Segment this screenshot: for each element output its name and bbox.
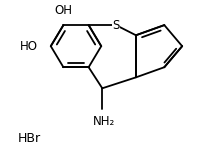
Text: S: S (112, 19, 120, 32)
Text: OH: OH (54, 4, 72, 16)
Text: HBr: HBr (18, 132, 41, 145)
Text: NH₂: NH₂ (93, 115, 115, 128)
Text: HO: HO (20, 40, 38, 53)
